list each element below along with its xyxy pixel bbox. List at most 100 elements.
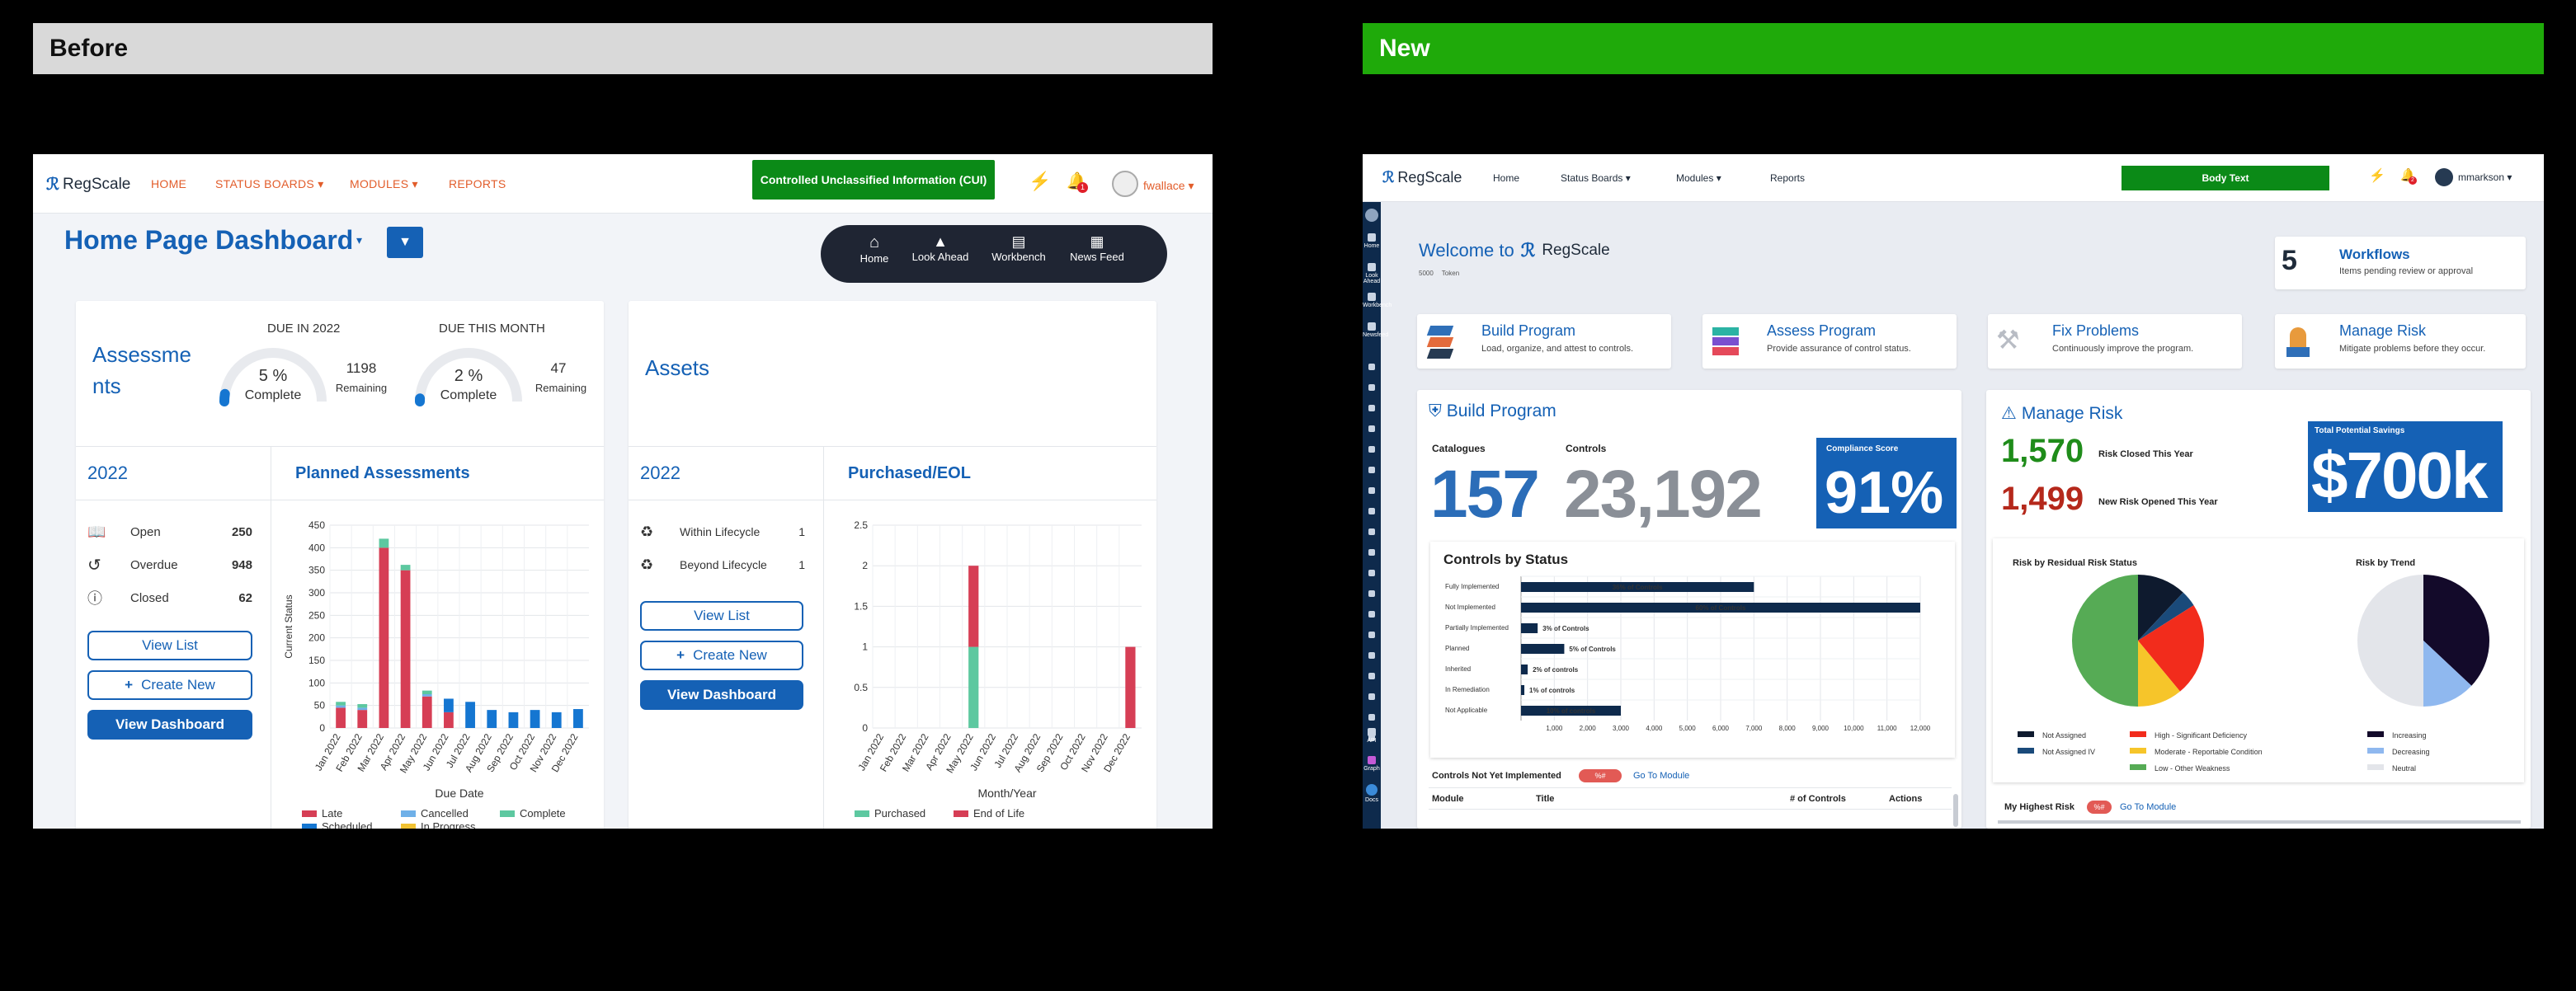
newspaper-icon[interactable] <box>1368 322 1376 331</box>
sidebar-module-icon[interactable] <box>1368 611 1375 618</box>
page-title: Home Page Dashboard <box>64 225 354 255</box>
view-dashboard-button[interactable]: View Dashboard <box>87 710 252 740</box>
nav-home[interactable]: Home <box>1493 172 1520 184</box>
table-header-title[interactable]: Title <box>1536 794 1555 804</box>
program-card-fix[interactable]: ⚒ Fix Problems Continuously improve the … <box>1988 314 2242 369</box>
sidebar-module-icon[interactable] <box>1368 735 1375 741</box>
body-text-button[interactable]: Body Text <box>2122 166 2329 190</box>
sidebar-module-icon[interactable] <box>1368 405 1375 411</box>
go-to-module-link[interactable]: Go To Module <box>1633 771 1690 781</box>
sidebar-module-icon[interactable] <box>1368 549 1375 556</box>
regscale-logo-icon: ℛ <box>46 176 59 194</box>
view-dashboard-button[interactable]: View Dashboard <box>640 680 803 710</box>
workbench-icon[interactable] <box>1368 293 1376 301</box>
sidebar-module-icon[interactable] <box>1368 632 1375 638</box>
nav-reports[interactable]: Reports <box>1770 172 1806 184</box>
sidebar-module-icon[interactable] <box>1368 570 1375 576</box>
sidebar-module-icon[interactable] <box>1368 528 1375 535</box>
y-tick-label: Not Implemented <box>1445 604 1495 611</box>
table-header-module[interactable]: Module <box>1432 794 1464 804</box>
program-card-risk[interactable]: Manage Risk Mitigate problems before the… <box>2275 314 2526 369</box>
sidebar-look-ahead[interactable]: Look Ahead <box>1363 273 1381 284</box>
sidebar-module-icon[interactable] <box>1368 384 1375 391</box>
create-new-button[interactable]: + Create New <box>87 670 252 700</box>
cui-button[interactable]: Controlled Unclassified Information (CUI… <box>752 160 995 200</box>
due-2022-label: DUE IN 2022 <box>267 322 341 336</box>
sidebar-module-icon[interactable] <box>1368 508 1375 514</box>
sidebar-module-icon[interactable] <box>1368 487 1375 494</box>
program-card-build[interactable]: Build Program Load, organize, and attest… <box>1417 314 1671 369</box>
sidebar-module-icon[interactable] <box>1368 714 1375 721</box>
sidebar-module-icon[interactable] <box>1368 425 1375 432</box>
lightning-icon[interactable]: ⚡ <box>2369 169 2385 183</box>
sidebar-module-icon[interactable] <box>1368 364 1375 370</box>
sidebar-api[interactable]: API <box>1367 738 1377 744</box>
home-icon[interactable] <box>1368 233 1376 242</box>
controls-by-status-title: Controls by Status <box>1443 552 1569 567</box>
graph-icon[interactable] <box>1368 756 1376 764</box>
quick-nav-workbench[interactable]: ▤ Workbench <box>986 233 1052 263</box>
y-tick-label: 2 <box>862 560 868 571</box>
mountain-icon: ▲ <box>933 233 948 250</box>
controls-by-status-card: Controls by Status 1,000 2,000 3,000 4,000 5… <box>1430 542 1955 758</box>
sidebar-home[interactable]: Home <box>1363 243 1380 249</box>
bar-segment <box>336 705 346 708</box>
risk-closed-label: Risk Closed This Year <box>2098 449 2193 459</box>
table-header-controls[interactable]: # of Controls <box>1790 794 1846 804</box>
mountain-icon[interactable] <box>1368 263 1376 271</box>
avatar[interactable] <box>1365 209 1378 222</box>
scrollbar[interactable] <box>1953 794 1958 827</box>
api-icon[interactable] <box>1368 728 1376 736</box>
workflows-subtitle: Items pending review or approval <box>2339 266 2474 276</box>
filter-button[interactable]: ▼ <box>387 227 423 258</box>
sidebar-module-icon[interactable] <box>1368 673 1375 679</box>
user-menu[interactable]: fwallace ▾ <box>1143 179 1194 192</box>
create-new-button[interactable]: + Create New <box>640 641 803 670</box>
sidebar-module-icon[interactable] <box>1368 652 1375 659</box>
nav-modules[interactable]: MODULES ▾ <box>350 177 418 190</box>
savings-value: $700k <box>2311 439 2488 512</box>
nav-status-boards[interactable]: STATUS BOARDS ▾ <box>215 177 324 190</box>
view-list-button[interactable]: View List <box>640 601 803 631</box>
logo[interactable]: ℛ RegScale <box>1382 169 1462 186</box>
quick-nav-home[interactable]: ⌂ Home <box>850 233 899 265</box>
user-menu[interactable]: mmarkson ▾ <box>2458 171 2512 183</box>
go-to-module-link[interactable]: Go To Module <box>2120 802 2177 812</box>
table-header-actions[interactable]: Actions <box>1889 794 1923 804</box>
nav-reports[interactable]: REPORTS <box>449 177 506 190</box>
avatar[interactable] <box>2435 168 2453 186</box>
view-list-button[interactable]: View List <box>87 631 252 660</box>
sidebar-module-icon[interactable] <box>1368 467 1375 473</box>
x-tick-label: 6,000 <box>1712 725 1730 732</box>
bar <box>1521 644 1565 654</box>
nav-home[interactable]: HOME <box>151 177 187 190</box>
program-card-assess[interactable]: Assess Program Provide assurance of cont… <box>1702 314 1957 369</box>
docs-icon[interactable] <box>1366 784 1377 796</box>
pie-slice <box>2138 575 2183 641</box>
sidebar-module-icon[interactable] <box>1368 693 1375 700</box>
sidebar-graph[interactable]: Graph <box>1363 766 1380 772</box>
logo[interactable]: ℛ RegScale <box>46 174 130 195</box>
nav-status-boards[interactable]: Status Boards ▾ <box>1561 172 1631 184</box>
scrollbar[interactable] <box>1998 820 2521 824</box>
quick-nav-look-ahead[interactable]: ▲ Look Ahead <box>907 233 973 263</box>
bar-segment <box>357 710 368 728</box>
bar-segment <box>444 698 454 712</box>
workflows-card[interactable]: 5 Workflows Items pending review or appr… <box>2275 237 2526 289</box>
sidebar-newsfeed[interactable]: Newsfeed <box>1363 332 1389 338</box>
nav-modules[interactable]: Modules ▾ <box>1676 172 1721 184</box>
quick-nav-news-feed[interactable]: ▦ News Feed <box>1060 233 1134 263</box>
sidebar-module-icon[interactable] <box>1368 446 1375 453</box>
x-tick-label: 11,000 <box>1877 725 1897 732</box>
sidebar-module-icon[interactable] <box>1368 590 1375 597</box>
lightning-icon[interactable]: ⚡ <box>1029 171 1052 191</box>
sidebar-workbench[interactable]: Workbench <box>1363 303 1392 308</box>
sidebar-docs[interactable]: Docs <box>1365 797 1378 803</box>
avatar[interactable] <box>1112 171 1138 197</box>
legend-label: Complete <box>520 807 566 820</box>
x-tick-label: 9,000 <box>1812 725 1830 732</box>
y-axis-label: Current Status <box>283 594 294 658</box>
assessment-stats: 📖 Open 250 ↺ Overdue 948 ⓘ Closed 62 <box>87 515 252 614</box>
y-tick-label: Inherited <box>1445 665 1471 673</box>
chevron-down-icon[interactable]: ▾ <box>356 233 363 247</box>
